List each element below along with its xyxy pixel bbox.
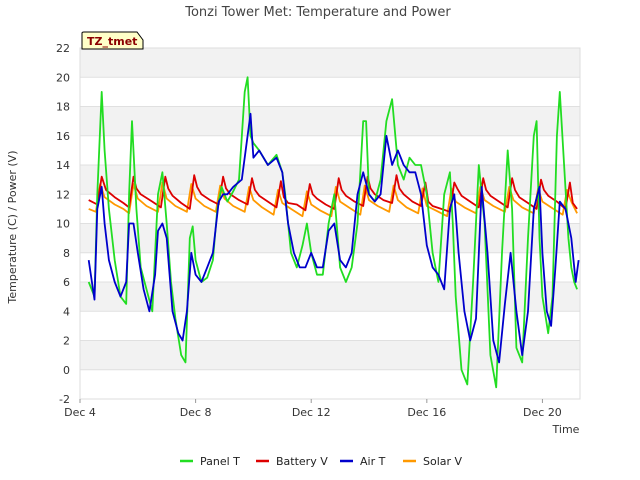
y-tick-label: 0: [63, 364, 70, 377]
grid-band: [80, 340, 580, 370]
plot-frame: [79, 47, 581, 400]
y-tick-label: 22: [56, 42, 70, 55]
x-tick-label: Dec 12: [292, 406, 331, 419]
legend-item: Battery V: [256, 455, 328, 468]
x-tick-label: Dec 16: [407, 406, 446, 419]
y-axis-label: Temperature (C) / Power (V): [6, 150, 19, 304]
grid-band: [80, 282, 580, 312]
x-tick-label: Dec 20: [523, 406, 562, 419]
series-line-battery-v: [88, 174, 578, 213]
series-line-panel-t: [87, 76, 578, 389]
grid-band: [80, 48, 580, 78]
y-tick-label: 12: [56, 188, 70, 201]
y-tick-label: 6: [63, 276, 70, 289]
chart-title: Tonzi Tower Met: Temperature and Power: [184, 5, 451, 20]
x-axis-ticks: Dec 4 Dec 8 Dec 12 Dec 16 Dec 20: [64, 399, 562, 419]
legend-label: Battery V: [276, 455, 328, 468]
series-lines: [87, 76, 580, 389]
y-tick-label: 10: [56, 218, 70, 231]
y-tick-label: 2: [63, 335, 70, 348]
y-tick-label: 16: [56, 130, 70, 143]
y-tick-label: 8: [63, 247, 70, 260]
y-axis-ticks: -2 0 2 4 6 8 10 12 14 16 18 20 22: [56, 42, 70, 406]
x-axis-label: Time: [552, 423, 580, 436]
x-tick-label: Dec 8: [180, 406, 212, 419]
site-label-background: [81, 31, 144, 50]
legend-label: Panel T: [200, 455, 240, 468]
y-tick-label: 4: [63, 305, 70, 318]
grid-bands: [80, 48, 580, 370]
y-tick-label: 20: [56, 71, 70, 84]
y-tick-label: 14: [56, 159, 70, 172]
legend-label: Air T: [360, 455, 386, 468]
legend-label: Solar V: [423, 455, 463, 468]
y-tick-label: 18: [56, 101, 70, 114]
legend: Panel T Battery V Air T Solar V: [180, 455, 463, 468]
site-label-box: TZ_tmet: [81, 31, 144, 50]
series-line-air-t: [87, 112, 580, 364]
y-tick-label: -2: [59, 393, 70, 406]
legend-item: Panel T: [180, 455, 240, 468]
legend-item: Air T: [340, 455, 386, 468]
x-tick-label: Dec 4: [64, 406, 96, 419]
site-label: TZ_tmet: [87, 35, 137, 48]
legend-item: Solar V: [403, 455, 463, 468]
grid-band: [80, 106, 580, 136]
